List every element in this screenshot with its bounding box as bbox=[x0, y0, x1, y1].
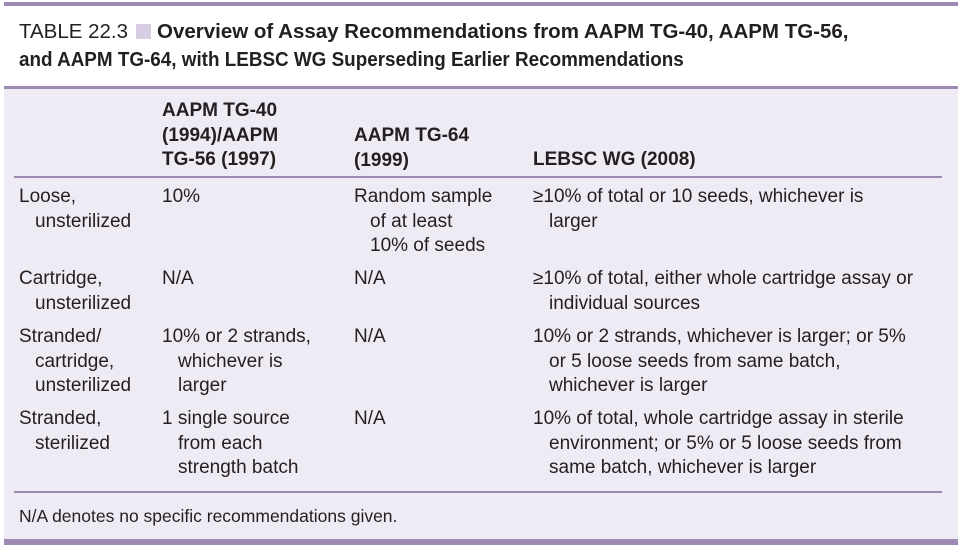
top-rule bbox=[4, 2, 958, 6]
header-tg40-line: (1994)/AAPM bbox=[162, 124, 279, 146]
row-3-category: Stranded/ cartridge, unsterilized bbox=[19, 325, 131, 399]
cell-line: same batch, whichever is larger bbox=[549, 457, 817, 478]
header-tg40-line: TG-56 (1997) bbox=[162, 149, 277, 170]
cell-line: N/A bbox=[354, 268, 386, 289]
table-footnote: N/A denotes no specific recommendations … bbox=[19, 506, 398, 526]
row-1-tg64: Random sample of at least 10% of seeds bbox=[354, 185, 492, 259]
cell-line: Stranded/ bbox=[19, 326, 102, 347]
header-divider bbox=[14, 176, 942, 178]
header-tg40-tg56: AAPM TG-40 (1994)/AAPM TG-56 (1997) bbox=[162, 99, 278, 173]
table-background bbox=[4, 86, 958, 544]
cell-line: from each bbox=[178, 432, 263, 454]
cell-line: larger bbox=[549, 210, 598, 232]
cell-line: N/A bbox=[354, 326, 386, 347]
cell-line: N/A bbox=[162, 268, 194, 289]
cell-line: Cartridge, bbox=[19, 268, 103, 289]
cell-line: unsterilized bbox=[35, 210, 132, 232]
row-3-lebsc: 10% or 2 strands, whichever is larger; o… bbox=[533, 325, 906, 399]
cell-line: of at least bbox=[370, 210, 453, 232]
cell-line: strength batch bbox=[178, 457, 299, 478]
row-4-tg64: N/A bbox=[354, 407, 386, 432]
cell-line: 10% bbox=[162, 186, 201, 207]
cell-line: Stranded, bbox=[19, 408, 102, 429]
header-tg64: AAPM TG-64 (1999) bbox=[354, 124, 469, 173]
row-2-tg40-tg56: N/A bbox=[162, 267, 194, 292]
cell-line: larger bbox=[178, 375, 227, 396]
cell-line: environment; or 5% or 5 loose seeds from bbox=[549, 432, 902, 454]
header-tg40-line: AAPM TG-40 bbox=[162, 100, 278, 121]
cell-line: Random sample bbox=[354, 186, 493, 207]
cell-line: unsterilized bbox=[35, 292, 132, 314]
row-2-lebsc: ≥10% of total, either whole cartridge as… bbox=[533, 267, 913, 316]
row-1-lebsc: ≥10% of total or 10 seeds, whichever is … bbox=[533, 185, 863, 234]
table-title-line-2: and AAPM TG-64, with LEBSC WG Supersedin… bbox=[19, 48, 684, 71]
row-2-category: Cartridge, unsterilized bbox=[19, 267, 131, 316]
cell-line: whichever is bbox=[178, 350, 283, 372]
cell-line: 10% or 2 strands, bbox=[162, 326, 311, 347]
table-label: TABLE 22.3 bbox=[19, 20, 129, 43]
header-lebsc: LEBSC WG (2008) bbox=[533, 148, 696, 173]
cell-line: unsterilized bbox=[35, 375, 132, 396]
cell-line: individual sources bbox=[549, 292, 701, 314]
row-1-category: Loose, unsterilized bbox=[19, 185, 131, 234]
cell-line: whichever is larger bbox=[549, 375, 708, 396]
header-tg64-line: (1999) bbox=[354, 149, 409, 171]
row-2-tg64: N/A bbox=[354, 267, 386, 292]
cell-line: Loose, bbox=[19, 186, 77, 207]
footnote-divider bbox=[14, 491, 942, 493]
row-1-tg40-tg56: 10% bbox=[162, 185, 200, 210]
caption-square-icon bbox=[136, 24, 152, 39]
cell-line: 10% or 2 strands, whichever is larger; o… bbox=[533, 326, 906, 347]
row-4-tg40-tg56: 1 single source from each strength batch bbox=[162, 407, 298, 481]
cell-line: N/A bbox=[354, 408, 386, 429]
cell-line: 10% of total, whole cartridge assay in s… bbox=[533, 408, 904, 429]
cell-line: 10% of seeds bbox=[370, 235, 486, 256]
cell-line: sterilized bbox=[35, 432, 110, 454]
cell-line: 1 single source bbox=[162, 408, 290, 429]
row-4-lebsc: 10% of total, whole cartridge assay in s… bbox=[533, 407, 904, 481]
row-3-tg64: N/A bbox=[354, 325, 386, 350]
cell-line: ≥10% of total or 10 seeds, whichever is bbox=[533, 186, 864, 207]
row-3-tg40-tg56: 10% or 2 strands, whichever is larger bbox=[162, 325, 311, 399]
table-caption: TABLE 22.3 Overview of Assay Recommendati… bbox=[19, 18, 949, 74]
cell-line: cartridge, bbox=[35, 350, 115, 372]
bottom-rule bbox=[4, 539, 958, 545]
cell-line: ≥10% of total, either whole cartridge as… bbox=[533, 268, 914, 289]
cell-line: or 5 loose seeds from same batch, bbox=[549, 350, 841, 372]
header-tg64-line: AAPM TG-64 bbox=[354, 125, 470, 146]
header-lebsc-line: LEBSC WG (2008) bbox=[533, 149, 696, 170]
table-head-rule bbox=[4, 86, 958, 89]
table-title-line-1: Overview of Assay Recommendations from A… bbox=[157, 20, 849, 43]
row-4-category: Stranded, sterilized bbox=[19, 407, 110, 456]
